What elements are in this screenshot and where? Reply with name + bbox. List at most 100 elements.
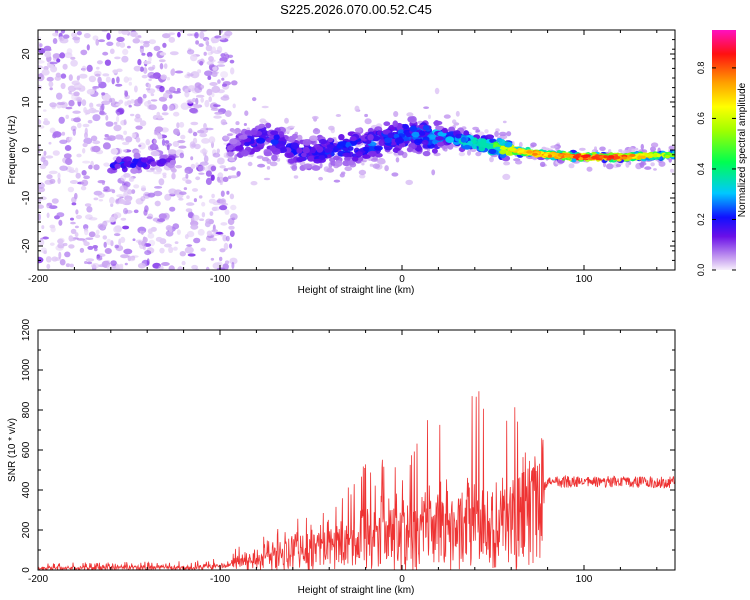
noise-blob — [50, 226, 56, 233]
noise-blob — [104, 248, 112, 254]
noise-blob — [214, 111, 224, 115]
noise-blob — [138, 142, 146, 150]
faint-blob — [319, 162, 323, 169]
noise-blob — [154, 126, 164, 133]
noise-blob — [38, 60, 45, 64]
noise-blob — [116, 111, 120, 116]
noise-blob — [207, 52, 213, 56]
noise-blob — [146, 51, 153, 58]
noise-blob — [50, 66, 58, 73]
noise-blob — [211, 71, 218, 77]
faint-blob — [250, 181, 258, 186]
noise-blob — [195, 162, 199, 168]
signal-blob — [377, 158, 386, 165]
noise-blob — [219, 182, 223, 185]
noise-blob — [70, 56, 76, 60]
noise-blob — [143, 67, 148, 74]
noise-blob — [217, 79, 221, 84]
noise-blob — [210, 165, 217, 172]
noise-blob — [171, 68, 175, 74]
noise-blob — [98, 199, 104, 202]
noise-blob — [135, 125, 143, 130]
noise-blob — [215, 231, 223, 235]
noise-blob — [79, 247, 85, 253]
noise-blob — [106, 32, 111, 41]
noise-blob — [110, 203, 114, 208]
noise-blob — [76, 75, 80, 81]
noise-blob — [187, 253, 196, 257]
signal-blob — [431, 148, 438, 154]
faint-blob — [311, 115, 319, 120]
noise-blob — [133, 149, 141, 155]
signal-blob — [269, 145, 276, 152]
noise-blob — [161, 112, 169, 116]
signal-blob — [374, 145, 383, 151]
noise-blob — [45, 256, 52, 263]
faint-blob — [639, 162, 645, 168]
noise-blob — [49, 102, 57, 108]
faint-blob — [269, 161, 278, 167]
noise-blob — [162, 33, 171, 39]
faint-blob — [498, 131, 507, 137]
faint-blob — [650, 162, 655, 167]
noise-blob — [205, 170, 212, 177]
noise-blob — [133, 184, 140, 189]
noise-blob — [194, 32, 199, 39]
colorbar-scale — [712, 30, 736, 270]
signal-blob — [316, 146, 324, 153]
noise-blob — [106, 238, 112, 245]
noise-blob — [114, 225, 122, 232]
colorbar: 0.0 0.2 0.4 0.6 0.8 Normalized spectral ampl… — [696, 30, 748, 276]
noise-blob — [95, 73, 101, 77]
x-tick-label: -200 — [28, 274, 48, 285]
noise-blob — [71, 80, 80, 86]
noise-blob — [68, 235, 74, 242]
noise-blob — [137, 58, 142, 66]
signal-blob — [480, 138, 487, 145]
noise-blob — [186, 49, 195, 55]
ridge-core — [629, 153, 636, 157]
noise-blob — [88, 231, 96, 238]
noise-blob — [105, 121, 114, 127]
faint-blob — [358, 169, 367, 176]
noise-blob — [220, 222, 228, 226]
ridge-core — [599, 155, 604, 159]
y-tick-label: 800 — [21, 401, 32, 418]
noise-blob — [96, 66, 100, 70]
noise-blob — [186, 195, 190, 200]
noise-blob — [139, 40, 144, 44]
noise-blob — [69, 180, 79, 184]
noise-blob — [80, 49, 88, 56]
faint-blob — [625, 161, 630, 168]
noise-blob — [43, 45, 52, 51]
noise-blob — [94, 234, 101, 238]
noise-blob — [125, 136, 133, 143]
noise-blob — [97, 192, 105, 198]
signal-blob — [244, 130, 253, 135]
x-tick-label: 100 — [576, 274, 593, 285]
signal-blob — [418, 130, 426, 136]
noise-blob — [68, 91, 72, 95]
noise-blob — [101, 180, 105, 186]
noise-blob — [102, 142, 111, 150]
noise-blob — [61, 131, 66, 136]
noise-blob — [86, 261, 93, 265]
noise-blob — [223, 135, 231, 140]
noise-blob — [69, 263, 74, 268]
noise-blob — [73, 37, 80, 44]
noise-blob — [159, 62, 164, 70]
noise-blob — [114, 233, 121, 237]
noise-blob — [90, 109, 100, 113]
noise-blob — [52, 150, 60, 156]
noise-blob — [42, 236, 49, 240]
signal-blob — [367, 134, 374, 141]
noise-blob — [105, 76, 111, 83]
faint-blob — [341, 171, 346, 175]
noise-blob — [229, 193, 235, 200]
faint-blob — [503, 161, 511, 166]
signal-blob — [349, 136, 357, 142]
noise-blob — [141, 52, 146, 56]
noise-blob — [211, 46, 217, 54]
noise-blob — [102, 94, 111, 101]
